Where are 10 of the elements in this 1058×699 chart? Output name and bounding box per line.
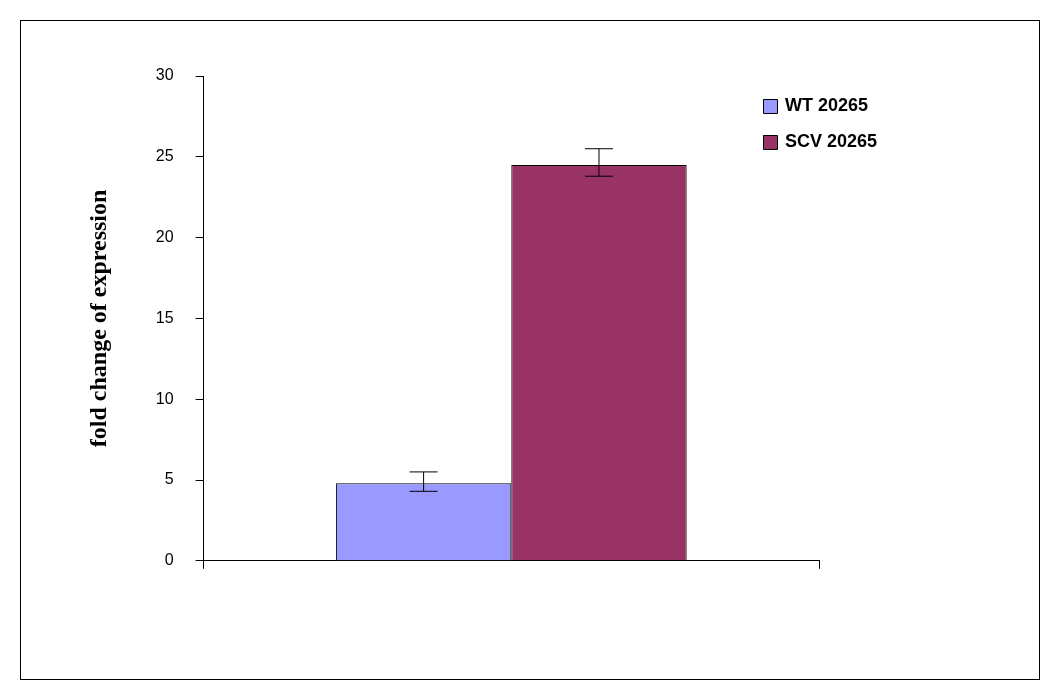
y-axis-title: fold change of expression	[84, 189, 111, 448]
y-tick-label: 30	[155, 66, 174, 84]
y-tick-label: 25	[155, 147, 174, 165]
legend-label: SCV 20265	[785, 130, 878, 151]
legend-label: WT 20265	[785, 94, 869, 115]
y-tick-label: 15	[155, 308, 174, 326]
y-tick-label: 0	[164, 551, 174, 569]
y-tick-label: 5	[164, 470, 174, 488]
y-tick-label: 20	[155, 228, 174, 246]
y-tick-label: 10	[155, 389, 174, 407]
